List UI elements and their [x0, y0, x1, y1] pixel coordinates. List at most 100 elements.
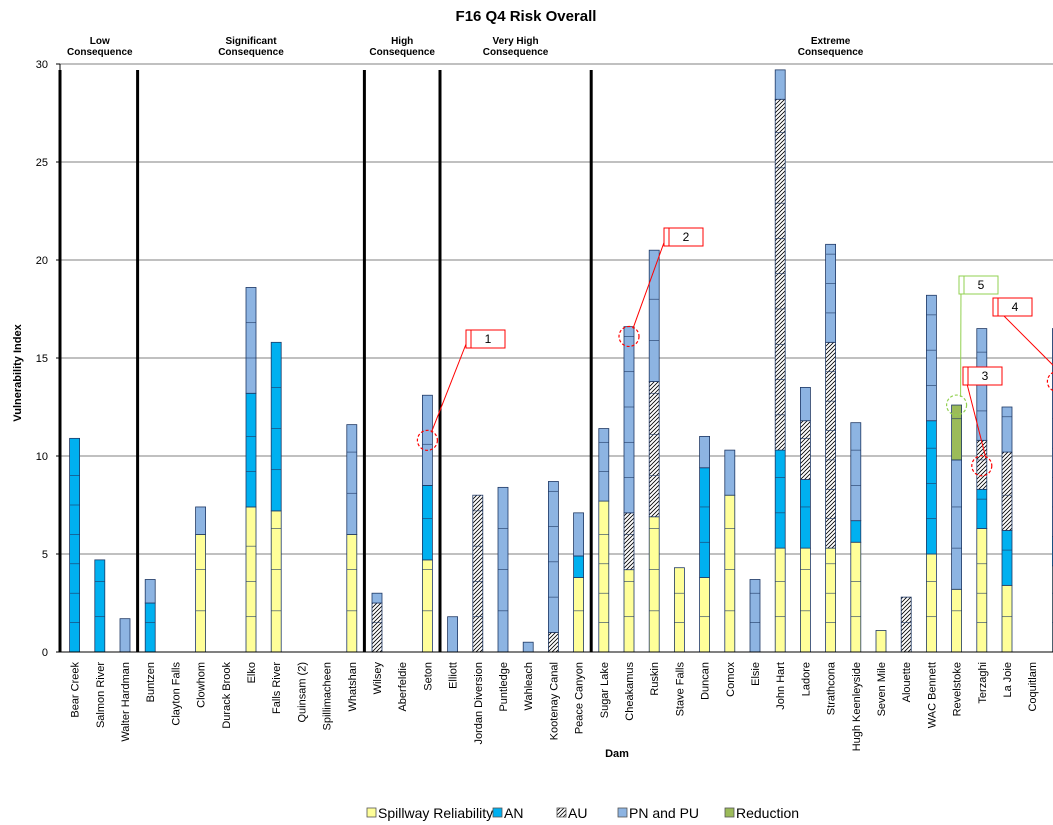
- bar-peace-canyon-pn-and-pu: [573, 512, 584, 557]
- callout-leader-2: [632, 236, 667, 329]
- callout-circle-1: [416, 429, 438, 451]
- callout-box-4: [997, 297, 1033, 317]
- x-tick-label: Aberfeldie: [397, 662, 409, 712]
- bar-john-hart-spillway-reliability: [774, 547, 786, 653]
- x-tick-label: Puntledge: [498, 662, 510, 712]
- bar-falls-river-spillway-reliability: [270, 510, 282, 653]
- bar-elko-an: [245, 392, 257, 508]
- callout-box-edge-3: [962, 366, 969, 386]
- bar-elko-pn-and-pu: [245, 287, 257, 394]
- callout-label-4: 4: [1012, 300, 1019, 314]
- legend-label: Spillway Reliability: [378, 805, 493, 821]
- x-tick-label: Walter Hardman: [120, 662, 132, 742]
- x-tick-label: Terzaghi: [977, 662, 989, 704]
- x-tick-label: Peace Canyon: [574, 662, 586, 734]
- bar-comox-spillway-reliability: [724, 494, 736, 653]
- bar-clowhom-pn-and-pu: [195, 506, 207, 535]
- bar-peace-canyon-an: [573, 555, 584, 578]
- x-tick-label: Elko: [246, 662, 258, 683]
- bar-salmon-river-an: [94, 559, 106, 653]
- legend-swatch-an: [492, 807, 503, 818]
- bar-john-hart-au: [774, 98, 786, 451]
- bar-walter-hardman-pn-and-pu: [119, 618, 131, 653]
- legend-label: Reduction: [736, 805, 799, 821]
- bar-bear-creek-an: [69, 437, 80, 653]
- bar-falls-river-an: [270, 341, 282, 512]
- bar-seton-spillway-reliability: [421, 559, 433, 653]
- callout-circle-2: [618, 325, 640, 348]
- y-tick-label: 5: [42, 549, 48, 561]
- x-axis-label: Dam: [605, 748, 629, 760]
- x-tick-label: Durack Brook: [221, 662, 233, 729]
- bars: [69, 69, 1053, 653]
- bar-revelstoke-spillway-reliability: [951, 588, 962, 653]
- x-tick-label: Elliott: [448, 662, 460, 689]
- x-tick-label: Duncan: [700, 662, 712, 700]
- bar-revelstoke-reduction: [951, 404, 962, 461]
- x-tick-label: Ladore: [800, 662, 812, 696]
- bar-cheakamus-pn-and-pu: [623, 326, 635, 514]
- bar-strathcona-pn-and-pu: [825, 243, 836, 343]
- bar-stave-falls-spillway-reliability: [674, 567, 685, 653]
- bar-sugar-lake-spillway-reliability: [598, 500, 610, 653]
- x-tick-label: Spillimacheen: [322, 662, 334, 730]
- y-tick-label: 20: [36, 255, 48, 267]
- bar-buntzen-an: [144, 602, 156, 653]
- y-tick-label: 15: [36, 353, 48, 365]
- callout-box-edge-4: [992, 297, 999, 317]
- bar-duncan-an: [699, 467, 710, 578]
- x-tick-label: Jordan Diversion: [473, 662, 485, 745]
- x-tick-label: Seton: [422, 662, 434, 691]
- bar-la-joie-an: [1001, 530, 1013, 586]
- bar-ruskin-spillway-reliability: [648, 516, 660, 653]
- x-tick-label: Clayton Falls: [170, 662, 182, 726]
- gridlines: [60, 63, 1053, 555]
- bar-buntzen-pn-and-pu: [144, 579, 156, 604]
- bar-revelstoke-pn-and-pu: [951, 459, 962, 590]
- bar-duncan-spillway-reliability: [699, 577, 710, 653]
- x-tick-label: John Hart: [775, 662, 787, 710]
- consequence-label: Significant Consequence: [218, 36, 284, 58]
- callout-circle-3: [971, 455, 993, 477]
- bar-seton-an: [421, 484, 433, 561]
- callout-circle-4: [1046, 371, 1053, 392]
- bar-terzaghi-an: [976, 488, 988, 529]
- bar-hugh-keenleyside-pn-and-pu: [850, 422, 862, 522]
- legend: Spillway Reliability AN AU PN and PU Reducti…: [366, 805, 799, 821]
- legend-swatch-reduction: [724, 807, 735, 818]
- bar-cheakamus-au: [623, 512, 635, 571]
- x-tick-label: La Joie: [1002, 662, 1014, 697]
- bar-la-joie-spillway-reliability: [1001, 584, 1013, 653]
- callouts: 1 2 3 4 5: [416, 227, 1053, 477]
- bar-kootenay-canal-pn-and-pu: [548, 481, 559, 633]
- y-tick-label: 25: [36, 157, 48, 169]
- x-tick-label: Clowhom: [196, 662, 208, 708]
- bar-ladore-au: [800, 420, 811, 480]
- legend-swatch-au: [556, 807, 567, 818]
- x-tick-label: WAC Bennett: [926, 662, 938, 728]
- x-tick-label: Wilsey: [372, 662, 384, 695]
- bar-ruskin-au: [648, 381, 660, 518]
- x-tick-label: Alouette: [901, 662, 913, 702]
- callout-box-edge-1: [465, 329, 472, 349]
- bar-cheakamus-spillway-reliability: [623, 569, 635, 653]
- callout-leader-4: [994, 306, 1053, 366]
- callout-leader-3: [964, 375, 987, 458]
- bar-john-hart-pn-and-pu: [774, 69, 786, 100]
- x-tick-label: Coquitlam: [1027, 662, 1039, 712]
- bar-jordan-diversion-au: [472, 494, 484, 653]
- x-tick-label: Sugar Lake: [599, 662, 611, 718]
- callout-label-3: 3: [982, 369, 989, 383]
- bar-la-joie-au: [1001, 451, 1013, 531]
- bar-ladore-an: [800, 479, 811, 549]
- x-tick-label: Seven Mile: [876, 662, 888, 716]
- bar-strathcona-au: [825, 341, 836, 549]
- callout-label-1: 1: [485, 332, 492, 346]
- bar-terzaghi-spillway-reliability: [976, 528, 988, 653]
- y-axis-label: Vulnerability Index: [12, 323, 24, 421]
- bar-ladore-spillway-reliability: [800, 547, 811, 653]
- callout-box-edge-5: [958, 275, 965, 295]
- bar-alouette-au: [900, 596, 912, 653]
- bar-terzaghi-au: [976, 439, 988, 490]
